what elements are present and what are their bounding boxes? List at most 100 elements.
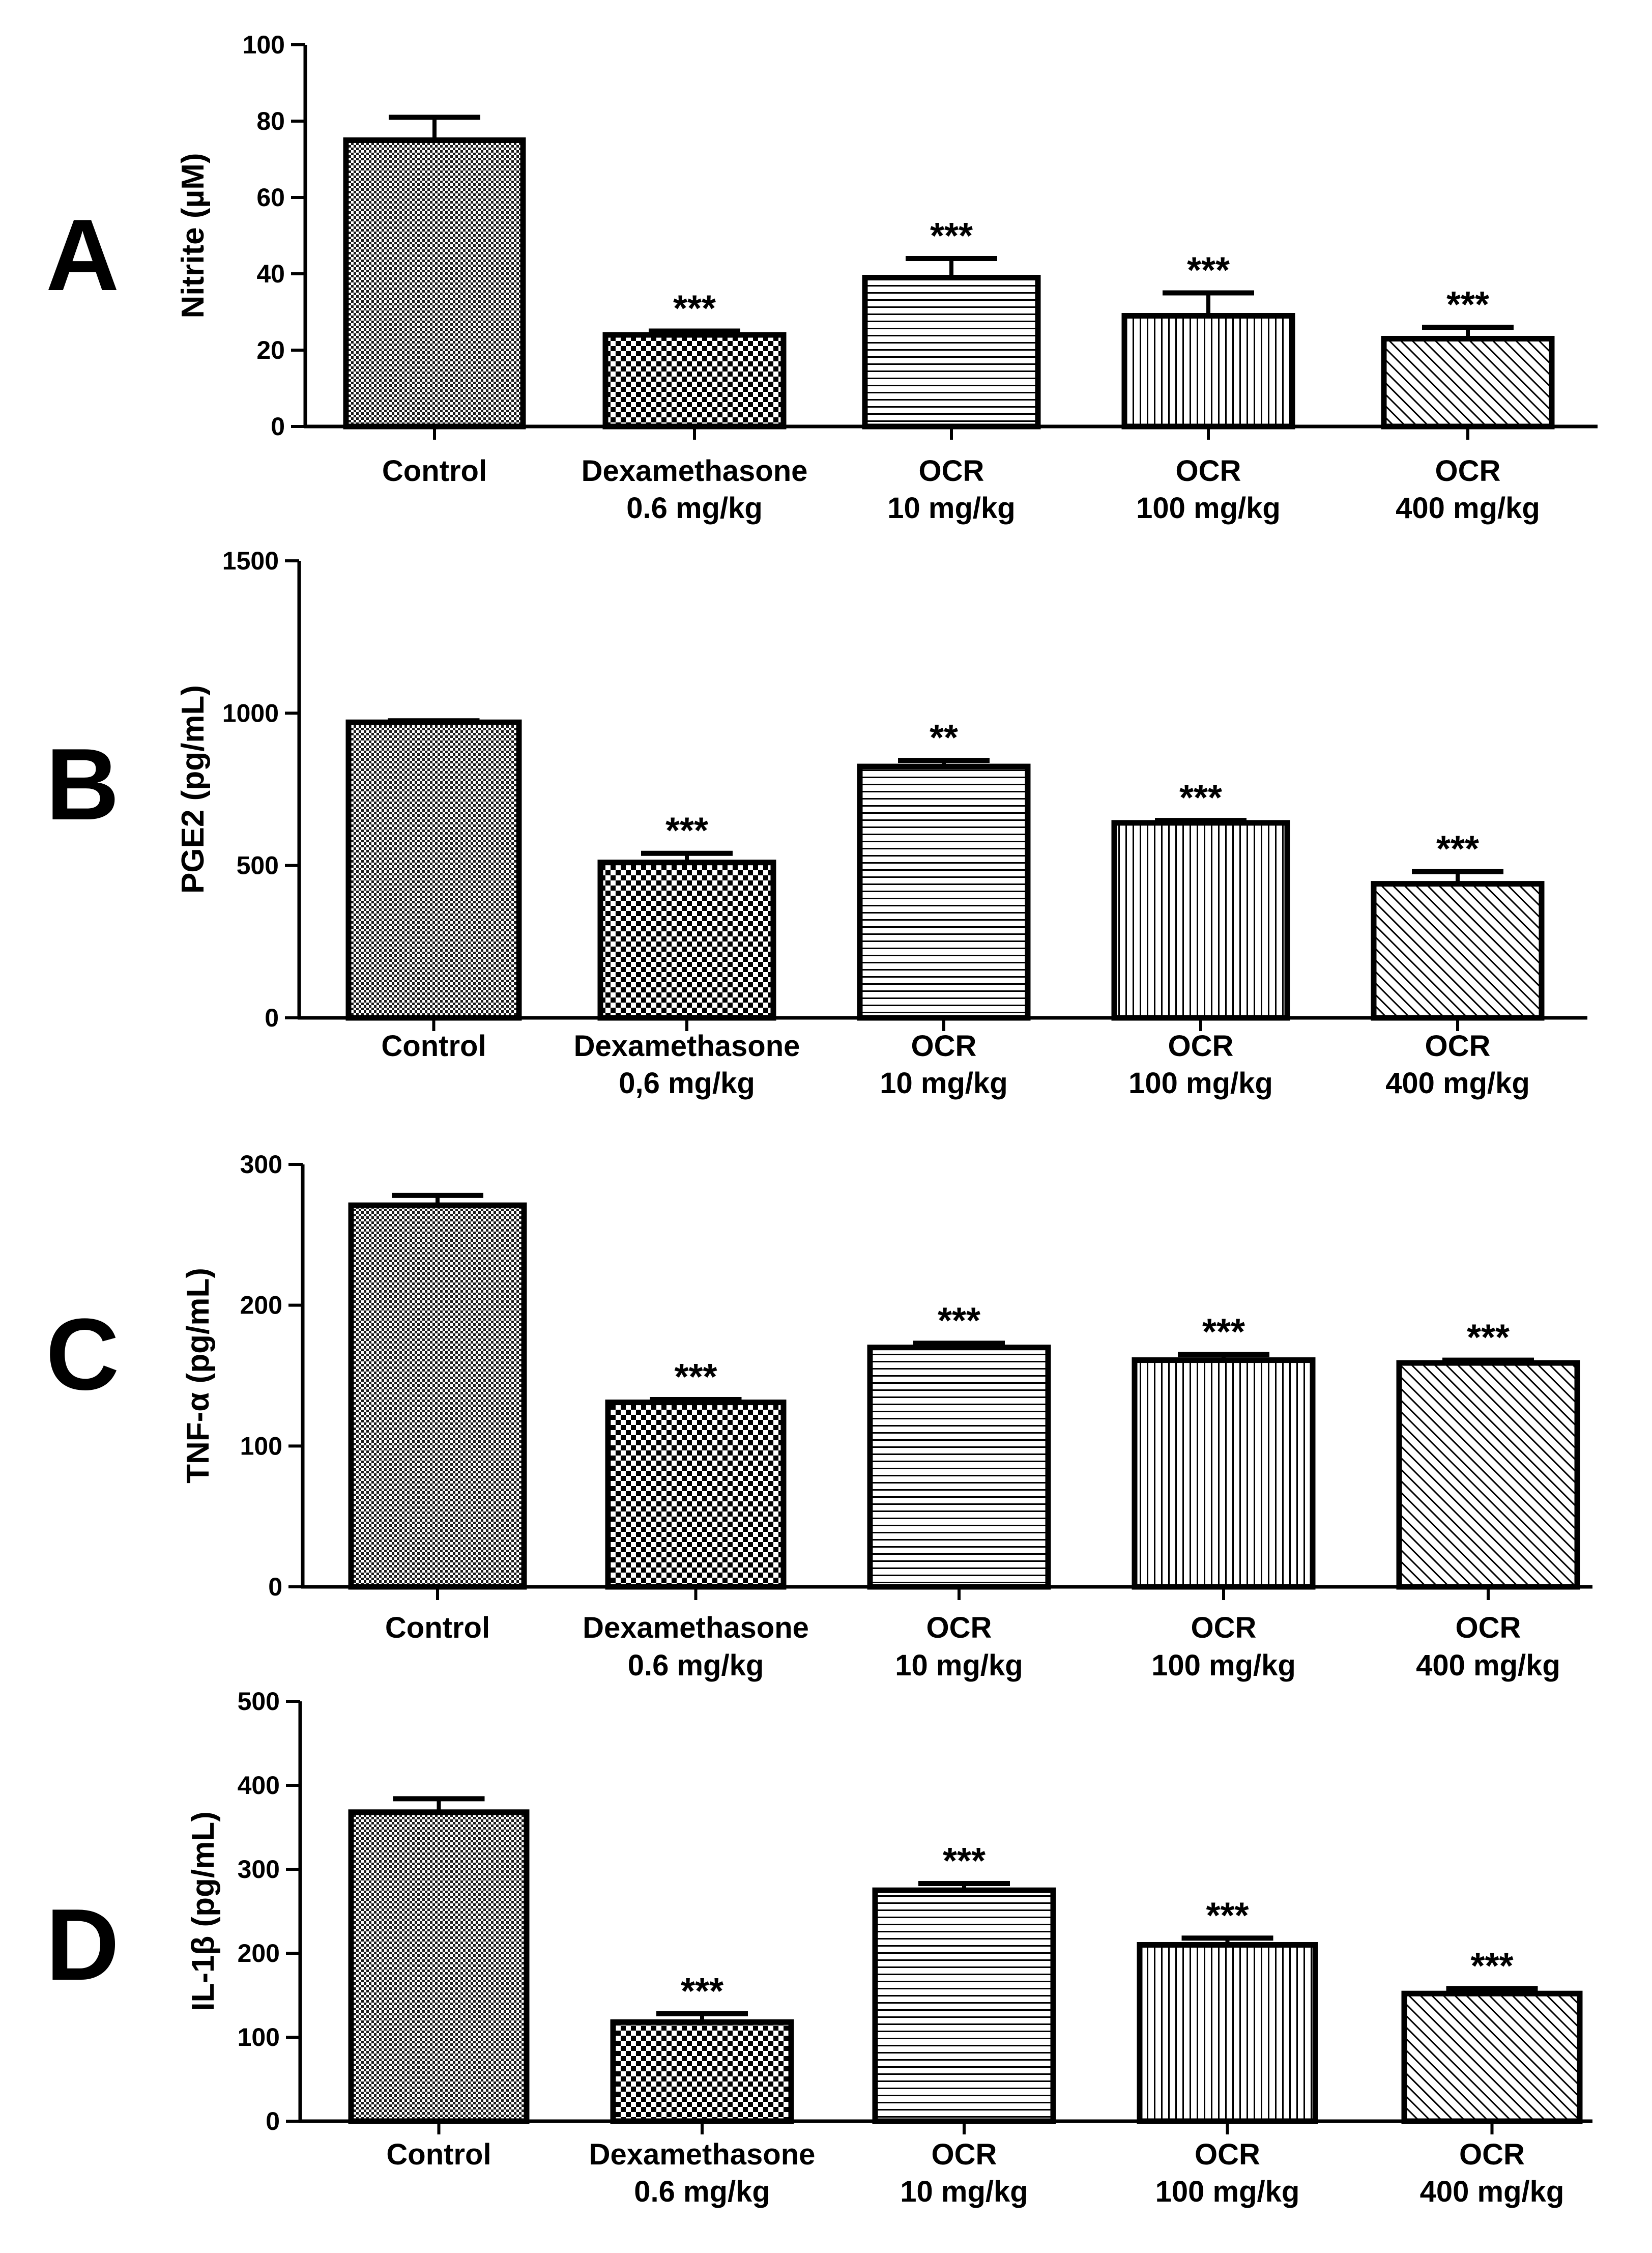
category-label: Control (381, 1030, 486, 1063)
y-tick-label: 80 (256, 107, 285, 135)
y-axis-label: PGE2 (pg/mL) (176, 685, 211, 894)
bar (602, 332, 787, 430)
y-tick-label: 40 (256, 260, 285, 288)
chart-panel-d: D IL-1β (pg/mL) 0 100 200 300 400 500 Control ***… (46, 1687, 1592, 2208)
category-sublabel: 0.6 mg/kg (628, 1649, 764, 1682)
y-tick-label: 1500 (222, 547, 279, 575)
category-label: OCR (1168, 1030, 1234, 1063)
significance-label: *** (1446, 284, 1489, 325)
y-axis-label: TNF-α (pg/mL) (181, 1268, 216, 1484)
category-label: OCR (1459, 2138, 1525, 2171)
panel-letter: C (46, 1298, 119, 1411)
y-tick-label: 0 (268, 1573, 282, 1601)
significance-label: *** (1467, 1318, 1510, 1358)
category-sublabel: 0,6 mg/kg (619, 1067, 755, 1100)
significance-label: *** (1202, 1312, 1245, 1353)
significance-label: ** (930, 718, 958, 758)
category-sublabel: 100 mg/kg (1151, 1649, 1296, 1682)
chart-panel-c: C TNF-α (pg/mL) 0 100 200 300 Control *** Dexame… (46, 1150, 1592, 1682)
category-label: OCR (1425, 1030, 1491, 1063)
bar (343, 137, 526, 430)
significance-label: *** (1436, 829, 1479, 870)
panel-letter: D (46, 1888, 119, 2002)
significance-label: *** (665, 811, 708, 851)
bar (1381, 336, 1555, 430)
significance-label: *** (1179, 778, 1222, 818)
category-sublabel: 400 mg/kg (1420, 2175, 1564, 2208)
category-label: Control (382, 454, 487, 488)
category-label: OCR (926, 1611, 992, 1644)
y-tick-label: 500 (237, 851, 279, 880)
y-tick-label: 200 (240, 1291, 282, 1320)
bar (605, 1400, 787, 1590)
category-label: OCR (1195, 2138, 1260, 2171)
category-sublabel: 0.6 mg/kg (634, 2175, 770, 2208)
y-tick-label: 300 (238, 1855, 280, 1884)
y-tick-label: 60 (256, 183, 285, 212)
y-tick-label: 100 (243, 31, 285, 59)
category-sublabel: 400 mg/kg (1385, 1067, 1530, 1100)
category-label: Dexamethasone (589, 2138, 816, 2171)
bar (1401, 1990, 1583, 2124)
bar (857, 763, 1031, 1021)
category-label: OCR (919, 454, 984, 488)
significance-label: *** (1470, 1946, 1513, 1986)
y-tick-label: 300 (240, 1150, 282, 1179)
significance-label: *** (943, 1841, 986, 1881)
category-label: Control (385, 1611, 490, 1644)
category-sublabel: 100 mg/kg (1128, 1067, 1273, 1100)
category-sublabel: 0.6 mg/kg (626, 492, 763, 525)
category-sublabel: 10 mg/kg (895, 1649, 1023, 1682)
category-label: OCR (911, 1030, 977, 1063)
significance-label: *** (930, 216, 973, 256)
category-label: OCR (1176, 454, 1241, 488)
bar (872, 1887, 1056, 2124)
panel-letter: B (46, 728, 119, 841)
category-sublabel: 400 mg/kg (1416, 1649, 1560, 1682)
category-label: Control (386, 2138, 491, 2171)
y-tick-label: 0 (271, 412, 285, 441)
category-label: OCR (1191, 1611, 1257, 1644)
bar (1121, 313, 1295, 430)
category-sublabel: 100 mg/kg (1136, 492, 1281, 525)
y-axis-label: IL-1β (pg/mL) (186, 1811, 221, 2011)
y-tick-label: 100 (240, 1432, 282, 1460)
category-sublabel: 10 mg/kg (880, 1067, 1007, 1100)
category-sublabel: 400 mg/kg (1396, 492, 1540, 525)
category-sublabel: 100 mg/kg (1155, 2175, 1300, 2208)
y-tick-label: 0 (265, 1004, 279, 1032)
significance-label: *** (673, 289, 716, 329)
bar (867, 1345, 1051, 1590)
significance-label: *** (674, 1357, 717, 1398)
chart-panel-a: A Nitrite (µM) 0 20 40 60 80 100 Control *** Dexam… (46, 31, 1598, 525)
panel-letter: A (46, 198, 119, 312)
bar (1111, 820, 1290, 1021)
y-axis-label: Nitrite (µM) (176, 153, 211, 318)
bar (1132, 1357, 1316, 1590)
y-tick-label: 200 (238, 1939, 280, 1967)
category-sublabel: 10 mg/kg (887, 492, 1015, 525)
category-label: OCR (1435, 454, 1501, 488)
y-tick-label: 500 (238, 1687, 280, 1716)
bar (348, 1809, 530, 2124)
panels-layer: A Nitrite (µM) 0 20 40 60 80 100 Control *** Dexam… (46, 31, 1598, 2208)
bar (597, 860, 776, 1021)
category-label: Dexamethasone (583, 1611, 809, 1644)
bar (862, 275, 1041, 430)
y-tick-label: 20 (256, 336, 285, 364)
y-tick-label: 0 (266, 2107, 280, 2135)
category-label: OCR (1456, 1611, 1521, 1644)
bar (348, 1202, 527, 1590)
bar (1396, 1360, 1580, 1590)
bar (610, 2019, 794, 2124)
y-tick-label: 1000 (222, 699, 279, 727)
category-label: Dexamethasone (582, 454, 808, 488)
y-tick-label: 400 (238, 1771, 280, 1800)
significance-label: *** (681, 1971, 723, 2012)
chart-panel-b: B PGE2 (pg/mL) 0 500 1000 1500 Control *** Dexam… (46, 547, 1587, 1100)
category-sublabel: 10 mg/kg (900, 2175, 1028, 2208)
significance-label: *** (938, 1300, 980, 1341)
bar (1371, 881, 1545, 1021)
category-label: Dexamethasone (574, 1030, 800, 1063)
